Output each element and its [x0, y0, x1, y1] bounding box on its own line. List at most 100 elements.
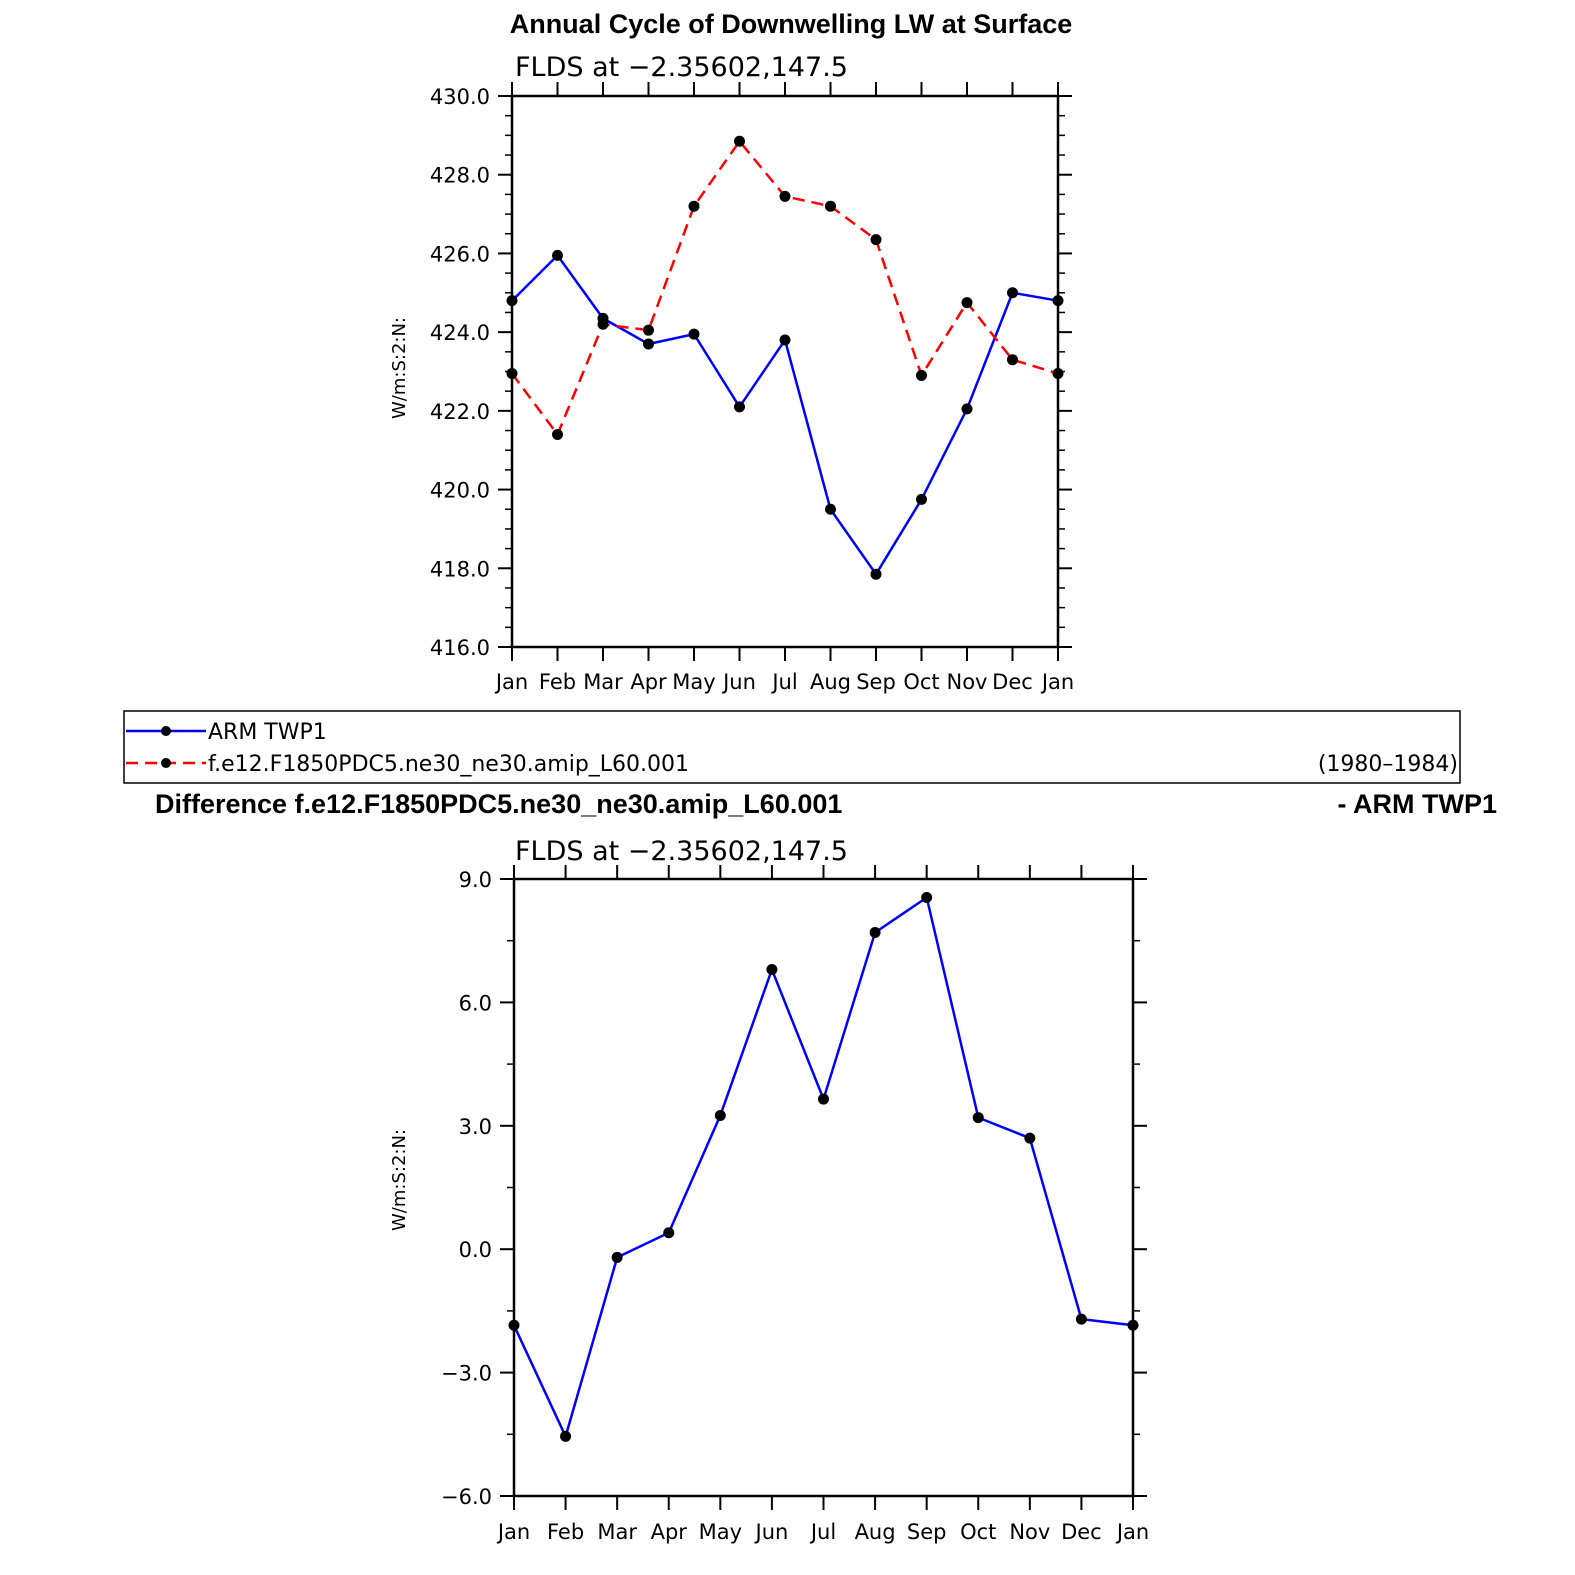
chart2-x-tick-label: Dec — [1061, 1520, 1102, 1544]
legend: ARM TWP1 f.e12.F1850PDC5.ne30_ne30.amip_… — [123, 710, 1461, 784]
chart1-series-0-point — [825, 503, 836, 515]
chart2-subtitle: FLDS at −2.35602,147.5 — [515, 836, 848, 867]
chart1-series-1-point — [916, 369, 927, 381]
chart1-series-1-point — [643, 324, 654, 336]
chart2-y-tick-label: 9.0 — [459, 868, 492, 892]
chart2-plot-frame — [512, 877, 1135, 1498]
chart1-x-tick-label: Apr — [630, 670, 667, 694]
chart1-x-tick-label: Jan — [494, 670, 528, 694]
chart1-x-tick-label: Nov — [947, 670, 988, 694]
chart1-y-tick-label: 420.0 — [430, 479, 490, 503]
legend-label-model: f.e12.F1850PDC5.ne30_ne30.amip_L60.001 — [208, 752, 689, 777]
chart1-y-tick-label: 428.0 — [430, 164, 490, 188]
chart1-x-tick-label: Feb — [539, 670, 576, 694]
chart2-x-tick-label: Feb — [547, 1520, 584, 1544]
chart1-series-0-point — [779, 334, 791, 346]
chart2-x-tick-label: Apr — [651, 1520, 688, 1544]
chart2-x-tick-label: Sep — [907, 1520, 947, 1544]
legend-marker-obs — [161, 726, 171, 736]
chart2-y-axis-label: W/m:S:2:N: — [389, 1129, 410, 1231]
chart1-series-0-point — [506, 295, 518, 307]
chart1-y-tick-label: 418.0 — [430, 557, 490, 581]
chart1-x-tick-label: Mar — [583, 670, 623, 694]
chart1-x-tick-label: Jun — [721, 670, 756, 694]
chart2-series-0-point — [663, 1227, 675, 1239]
chart1-series-1-point — [597, 318, 609, 330]
annual-cycle-chart: Annual Cycle of Downwelling LW at Surfac… — [389, 9, 1074, 694]
chart1-series-0-point — [734, 401, 745, 413]
chart1-x-tick-label: Aug — [810, 670, 851, 694]
chart2-x-tick-label: May — [699, 1520, 742, 1544]
chart2-x-tick-label: Aug — [855, 1520, 896, 1544]
chart1-y-tick-label: 422.0 — [430, 400, 490, 424]
chart1-x-tick-label: Jul — [770, 670, 797, 694]
chart2-series-0-point — [818, 1093, 829, 1105]
chart1-y-axis-label: W/m:S:2:N: — [389, 317, 410, 419]
legend-box — [123, 710, 1461, 784]
chart1-series-1-point — [779, 190, 791, 202]
chart1-y-tick-label: 416.0 — [430, 636, 490, 660]
chart2-series-0-point — [714, 1110, 726, 1122]
chart1-x-tick-label: Jan — [1040, 670, 1074, 694]
chart1-series-0-point — [1007, 287, 1018, 299]
legend-label-obs: ARM TWP1 — [208, 720, 327, 745]
chart1-x-tick-label: Dec — [992, 670, 1033, 694]
chart2-y-tick-label: 3.0 — [459, 1115, 492, 1139]
chart1-series-line-1 — [510, 139, 1059, 438]
chart1-series-0-point — [643, 338, 654, 350]
chart2-y-tick-label: 0.0 — [459, 1238, 492, 1262]
chart2-series-line-0 — [512, 895, 1134, 1440]
chart2-series-0-point — [560, 1430, 572, 1442]
difference-chart: Difference f.e12.F1850PDC5.ne30_ne30.ami… — [155, 789, 1497, 1544]
chart2-series-0-point — [1024, 1132, 1036, 1144]
chart1-series-1-point — [506, 367, 518, 379]
chart1-series-1-point — [825, 200, 836, 212]
chart2-title: Difference f.e12.F1850PDC5.ne30_ne30.ami… — [155, 789, 842, 819]
chart2-series-0-point — [972, 1112, 984, 1124]
chart1-series-0-point — [870, 568, 882, 580]
chart2-series-0-point — [921, 892, 933, 904]
chart2-series-0-point — [611, 1251, 623, 1263]
chart2-x-tick-label: Jan — [496, 1520, 530, 1544]
chart1-y-tick-label: 430.0 — [430, 85, 490, 109]
chart2-y-tick-label: −3.0 — [441, 1362, 492, 1386]
legend-period: (1980–1984) — [1318, 752, 1458, 777]
chart2-series-0-point — [869, 926, 881, 938]
chart1-series-1-point — [688, 200, 700, 212]
chart1-series — [506, 135, 1064, 580]
chart1-series-0-point — [1052, 295, 1064, 307]
chart2-series-0-point — [508, 1319, 520, 1331]
chart1-plot-frame — [510, 94, 1060, 649]
chart1-series-line-0 — [511, 253, 1059, 577]
chart1-x-tick-label: Oct — [903, 670, 939, 694]
chart2-series-0-point — [766, 963, 778, 975]
chart1-y-tick-label: 424.0 — [430, 321, 490, 345]
chart2-series — [508, 892, 1139, 1442]
chart1-series-1-point — [870, 234, 882, 246]
chart1-x-tick-label: Sep — [856, 670, 896, 694]
chart2-title-right: - ARM TWP1 — [1338, 789, 1497, 819]
legend-marker-model — [161, 758, 171, 768]
chart1-axes: Jan Feb Mar Apr May Jun Jul Aug Sep Oct Nov Dec Jan4… — [430, 82, 1074, 694]
chart1-series-1-point — [1007, 354, 1018, 366]
chart2-x-tick-label: Jan — [1115, 1520, 1149, 1544]
chart2-series-0-point — [1127, 1319, 1139, 1331]
chart1-series-1-point — [552, 428, 563, 440]
chart2-y-tick-label: 6.0 — [459, 991, 492, 1015]
chart1-series-0-point — [961, 403, 973, 415]
chart2-x-tick-label: Nov — [1009, 1520, 1050, 1544]
chart1-x-tick-label: May — [672, 670, 715, 694]
chart1-subtitle: FLDS at −2.35602,147.5 — [515, 52, 848, 83]
chart1-series-1-point — [961, 297, 973, 309]
chart2-series-0-point — [1075, 1313, 1087, 1325]
chart2-axes: Jan Feb Mar Apr May Jun Jul Aug Sep Oct Nov Dec Jan −… — [441, 865, 1149, 1544]
chart1-title: Annual Cycle of Downwelling LW at Surfac… — [510, 9, 1073, 39]
chart1-series-0-point — [552, 249, 563, 261]
chart2-x-tick-label: Oct — [960, 1520, 996, 1544]
chart1-y-tick-label: 426.0 — [430, 242, 490, 266]
chart1-series-0-point — [688, 328, 700, 340]
chart2-x-tick-label: Jul — [809, 1520, 836, 1544]
chart2-x-tick-label: Jun — [754, 1520, 789, 1544]
chart2-x-tick-label: Mar — [597, 1520, 637, 1544]
